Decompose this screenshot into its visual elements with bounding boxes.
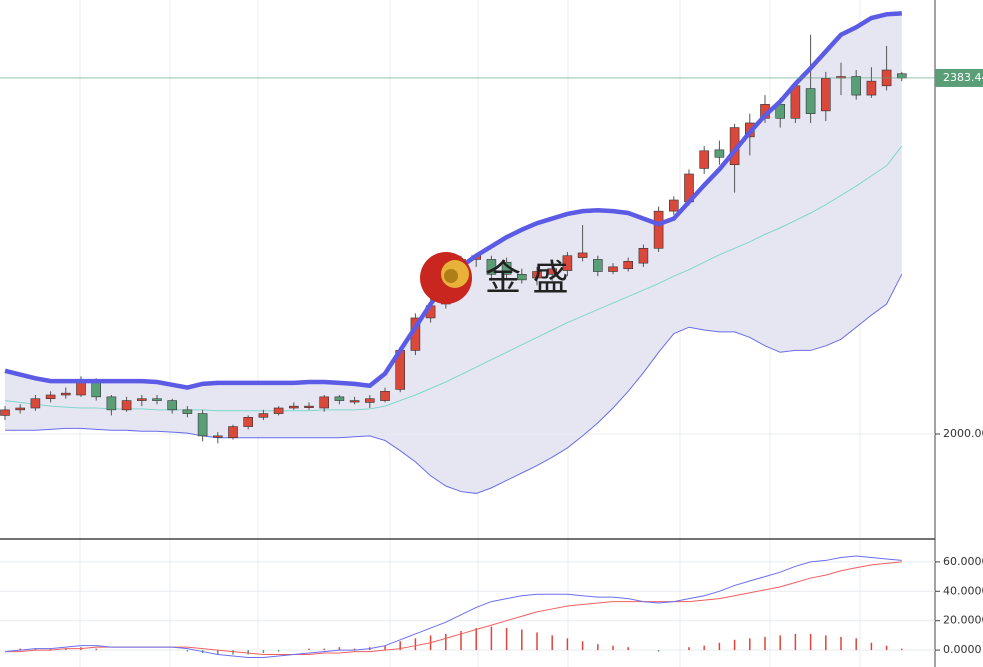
candle-body (592, 259, 603, 272)
last-price-label: 2383.44 (943, 71, 983, 84)
candle-body (714, 149, 725, 158)
candle-body (896, 73, 907, 79)
candle-body (137, 398, 147, 401)
candle-body (167, 400, 177, 411)
candle-body (516, 273, 527, 281)
candle-body (45, 394, 56, 400)
candle-body (653, 210, 664, 249)
candle-body (319, 396, 330, 409)
candle-body (668, 199, 679, 212)
watermark: 金 盛 (420, 252, 568, 304)
candle-body (182, 409, 193, 414)
candle-body (866, 80, 877, 96)
candle-body (243, 416, 253, 427)
candle-body (304, 405, 314, 408)
candle-body (638, 247, 649, 264)
last-price-tag (935, 68, 983, 87)
candle-body (532, 271, 542, 279)
candle-body (213, 435, 223, 438)
candle-body (547, 268, 558, 275)
candle-body (152, 398, 162, 401)
candle-body (30, 398, 41, 409)
candle-body (820, 78, 831, 112)
candle-body (364, 398, 375, 403)
y-tick-label: 2000.00 (943, 427, 983, 440)
candle-body (380, 390, 390, 401)
middle-band (4, 145, 903, 412)
dif-line (4, 555, 902, 658)
y-tick-label: 60.0000 (943, 555, 983, 568)
lower-band (5, 274, 903, 494)
candle-body (197, 413, 208, 437)
watermark-text: 金 盛 (485, 258, 568, 299)
candle-body (121, 400, 132, 411)
candle-body (699, 150, 710, 169)
candle-body (258, 413, 269, 418)
candle-body (805, 88, 816, 114)
candle-body (228, 426, 238, 439)
logo-core (444, 269, 458, 283)
candle-body (106, 396, 117, 411)
candle-body (0, 409, 10, 416)
candle-body (288, 405, 299, 409)
candle-body (562, 255, 573, 271)
candle-body (15, 407, 25, 411)
y-tick-label: 0.0000 (943, 643, 982, 656)
candle-body (608, 266, 618, 272)
candle-body (273, 407, 284, 414)
y-tick-label: 20.0000 (943, 614, 983, 627)
candle-body (623, 260, 634, 270)
candle-body (501, 261, 512, 275)
y-tick-label: 40.0000 (943, 584, 983, 597)
candle-body (577, 252, 588, 258)
candle-body (334, 396, 345, 401)
candle-body (349, 400, 360, 403)
candle-body (60, 392, 71, 396)
candle-body (486, 259, 497, 275)
candle-body (851, 76, 862, 96)
